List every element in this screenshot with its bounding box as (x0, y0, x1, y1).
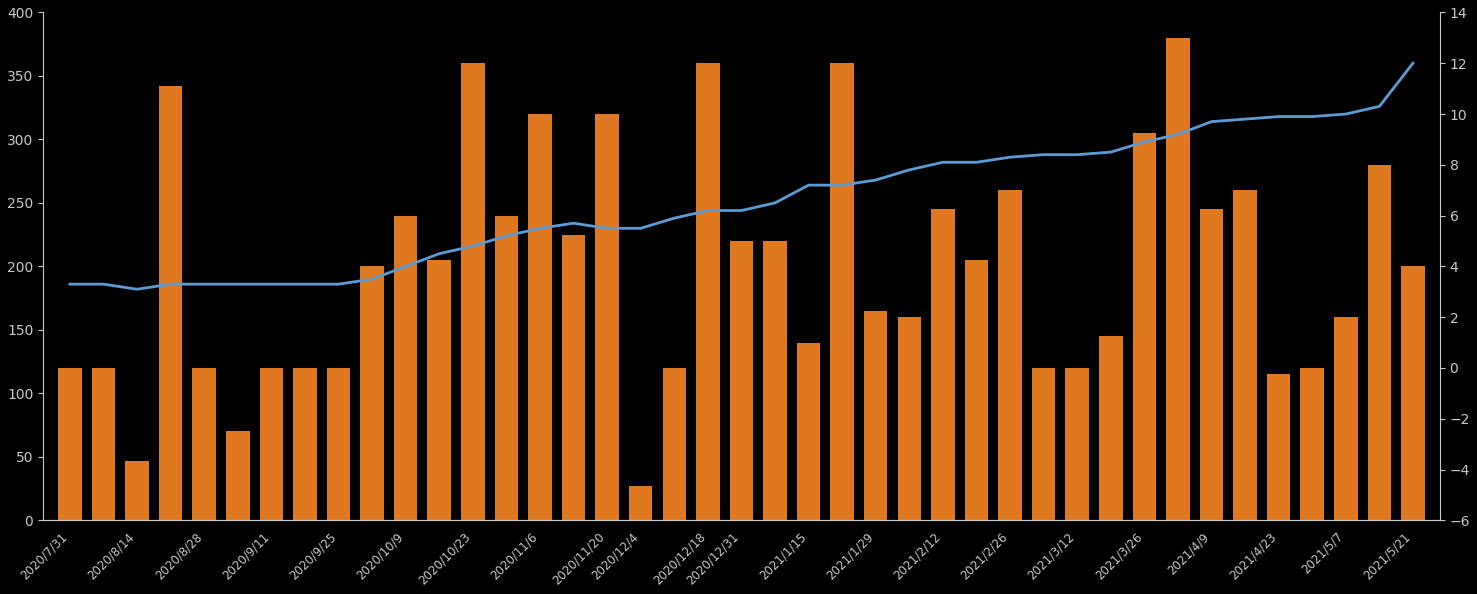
Bar (964, 260, 988, 520)
Bar (696, 63, 719, 520)
Bar (1233, 190, 1257, 520)
Bar (898, 317, 922, 520)
Bar (529, 114, 552, 520)
Bar (1199, 209, 1223, 520)
Bar (326, 368, 350, 520)
Bar (1133, 133, 1156, 520)
Bar (58, 368, 81, 520)
Bar (1402, 266, 1425, 520)
Bar (796, 343, 820, 520)
Bar (1065, 368, 1089, 520)
Bar (730, 241, 753, 520)
Bar (1167, 38, 1189, 520)
Bar (294, 368, 316, 520)
Bar (864, 311, 888, 520)
Bar (495, 216, 518, 520)
Bar (1368, 165, 1391, 520)
Bar (830, 63, 854, 520)
Bar (360, 266, 384, 520)
Bar (160, 86, 182, 520)
Bar (461, 63, 484, 520)
Bar (1267, 374, 1291, 520)
Bar (595, 114, 619, 520)
Bar (931, 209, 954, 520)
Bar (998, 190, 1022, 520)
Bar (1334, 317, 1357, 520)
Bar (260, 368, 284, 520)
Bar (427, 260, 450, 520)
Bar (92, 368, 115, 520)
Bar (1032, 368, 1056, 520)
Bar (764, 241, 787, 520)
Bar (126, 461, 149, 520)
Bar (663, 368, 685, 520)
Bar (561, 235, 585, 520)
Bar (226, 431, 250, 520)
Bar (629, 486, 653, 520)
Bar (192, 368, 216, 520)
Bar (1099, 336, 1123, 520)
Bar (1300, 368, 1323, 520)
Bar (394, 216, 418, 520)
